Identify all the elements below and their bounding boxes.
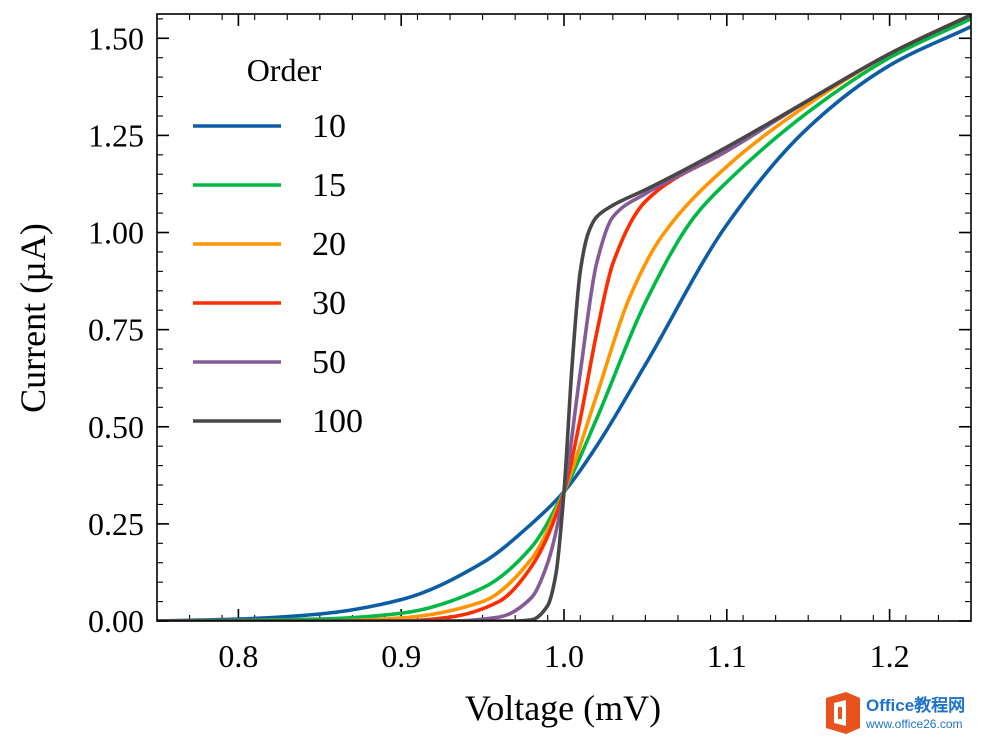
legend-label-50: 50 (312, 344, 346, 381)
x-tick-label: 0.9 (381, 638, 421, 674)
series-line-20 (157, 14, 971, 621)
legend: Order 10 15 20 30 50 100 (193, 52, 363, 440)
series-line-15 (157, 17, 971, 621)
y-tick-labels: 0.00 0.25 0.50 0.75 1.00 1.25 1.50 (88, 20, 144, 639)
x-tick-labels: 0.8 0.9 1.0 1.1 1.2 (218, 638, 909, 674)
legend-label-10: 10 (312, 108, 346, 145)
x-tick-label: 1.1 (707, 638, 747, 674)
legend-label-15: 15 (312, 167, 346, 204)
legend-entries: 10 15 20 30 50 100 (193, 108, 363, 440)
legend-label-100: 100 (312, 403, 363, 440)
minor-ticks (156, 14, 972, 622)
y-tick-label: 1.50 (88, 20, 144, 56)
watermark-url: www.office26.com (865, 717, 963, 731)
y-tick-label: 0.75 (88, 312, 144, 348)
watermark: Office教程网 www.office26.com (822, 690, 982, 736)
x-axis-label: Voltage (mV) (465, 688, 661, 728)
y-tick-label: 0.50 (88, 409, 144, 445)
series-lines (157, 14, 971, 621)
major-ticks (157, 14, 971, 622)
x-tick-label: 0.8 (218, 638, 258, 674)
x-tick-label: 1.2 (870, 638, 910, 674)
series-line-100 (157, 14, 971, 621)
y-tick-label: 0.25 (88, 506, 144, 542)
legend-label-20: 20 (312, 226, 346, 263)
watermark-title: Office教程网 (866, 695, 965, 715)
series-line-50 (157, 14, 971, 621)
plot-frame (156, 13, 972, 622)
y-tick-label: 0.00 (88, 603, 144, 639)
legend-label-30: 30 (312, 285, 346, 322)
series-line-10 (157, 24, 971, 621)
office-logo-icon (826, 692, 860, 734)
legend-title: Order (247, 52, 322, 88)
x-tick-label: 1.0 (544, 638, 584, 674)
series-line-30 (157, 14, 971, 621)
y-tick-label: 1.00 (88, 215, 144, 251)
y-tick-label: 1.25 (88, 117, 144, 153)
y-axis-label: Current (µA) (13, 223, 53, 413)
